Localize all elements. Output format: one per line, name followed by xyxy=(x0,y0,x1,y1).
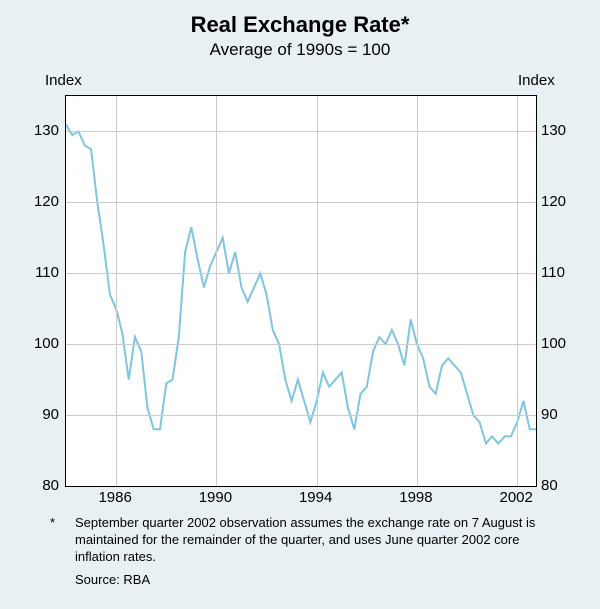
chart-subtitle: Average of 1990s = 100 xyxy=(0,40,600,60)
gridline-v xyxy=(317,96,318,486)
y-axis-label-right: Index xyxy=(518,72,555,89)
x-tick: 1986 xyxy=(98,489,131,506)
y-tick-right: 90 xyxy=(541,406,558,423)
y-tick-right: 80 xyxy=(541,477,558,494)
gridline-v xyxy=(517,96,518,486)
y-tick-left: 120 xyxy=(34,193,59,210)
gridline-h xyxy=(66,202,536,203)
y-tick-right: 130 xyxy=(541,122,566,139)
y-tick-left: 110 xyxy=(35,264,59,281)
source-text: Source: RBA xyxy=(75,572,150,587)
gridline-v xyxy=(116,96,117,486)
gridline-v xyxy=(417,96,418,486)
x-tick: 1994 xyxy=(299,489,332,506)
x-tick: 1990 xyxy=(199,489,232,506)
gridline-h xyxy=(66,131,536,132)
plot-area xyxy=(65,95,537,487)
y-tick-right: 120 xyxy=(541,193,566,210)
gridline-v xyxy=(216,96,217,486)
y-tick-left: 90 xyxy=(42,406,59,423)
footnote-marker: * xyxy=(50,515,55,530)
footnote-text: September quarter 2002 observation assum… xyxy=(75,515,555,566)
gridline-h xyxy=(66,415,536,416)
y-tick-left: 80 xyxy=(42,477,59,494)
y-tick-left: 100 xyxy=(34,335,59,352)
gridline-h xyxy=(66,344,536,345)
line-chart-svg xyxy=(66,96,536,486)
y-tick-right: 110 xyxy=(541,264,565,281)
y-tick-left: 130 xyxy=(34,122,59,139)
y-tick-right: 100 xyxy=(541,335,566,352)
chart-title: Real Exchange Rate* xyxy=(0,0,600,38)
x-tick: 1998 xyxy=(399,489,432,506)
x-tick: 2002 xyxy=(500,489,533,506)
gridline-h xyxy=(66,273,536,274)
exchange-rate-line xyxy=(66,124,536,443)
y-axis-label-left: Index xyxy=(45,72,82,89)
chart-container: Real Exchange Rate* Average of 1990s = 1… xyxy=(0,0,600,609)
